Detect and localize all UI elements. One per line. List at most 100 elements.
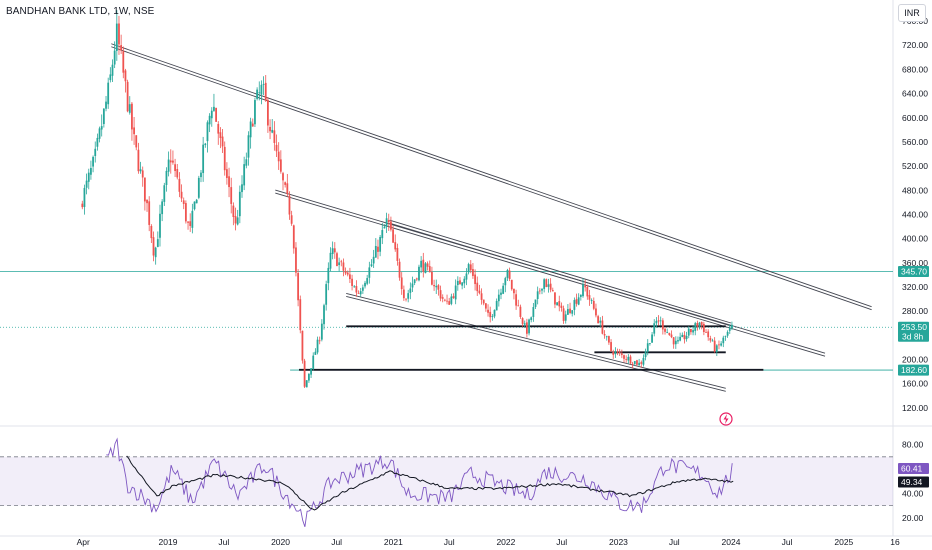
rsi-value-tag: 60.41 [898,463,929,475]
candle-body [299,299,302,331]
candle-body [551,290,554,292]
candle-body [169,160,172,163]
time-tick-label: Jul [444,537,455,547]
time-tick-label: Jul [782,537,793,547]
candle-body [584,285,587,288]
candle-body [331,248,334,255]
price-tick-label: 640.00 [902,89,928,99]
candle-body [469,264,472,271]
candle-body [478,290,481,294]
candle-body [284,182,287,185]
candle-body [355,286,358,293]
candle-body [657,320,660,322]
time-tick-label: Jul [669,537,680,547]
candle-body [109,74,112,81]
price-tag-label: 182.60 [901,365,927,375]
candle-body [528,319,530,334]
candle-body [206,122,209,142]
candle-body [118,23,120,45]
candle-body [711,340,714,342]
candle-body [167,159,170,172]
trend-line[interactable] [389,219,732,324]
candle-body [482,299,485,304]
candle-body [295,247,297,273]
candle-body [491,316,494,317]
candle-body [314,351,317,355]
candle-body [87,172,90,182]
candle-body [392,229,394,243]
candle-body [275,144,278,152]
price-tick-label: 400.00 [902,234,928,244]
candle-body [308,373,310,381]
candle-body [633,361,636,364]
candle-body [497,294,500,302]
candle-body [156,239,159,247]
candle-body [597,316,600,324]
lightning-icon-wrap[interactable] [719,412,733,426]
candle-body [372,256,375,264]
candle-body [215,107,217,122]
rsi-tick-label: 80.00 [902,440,924,450]
candle-body [122,51,125,73]
candle-body [368,267,371,278]
candle-body [724,335,727,337]
candle-body [502,285,505,294]
candle-body [113,50,116,65]
candle-body [441,297,444,299]
candle-body [210,110,213,119]
candle-body [508,270,511,279]
candle-body [154,247,157,258]
candle-body [702,323,705,332]
candle-body [256,89,259,99]
candle-body [426,263,429,267]
candle-body [124,70,127,82]
candle-body [489,311,492,318]
candle-body [646,343,649,352]
candle-body [685,335,688,340]
candle-body [251,123,254,127]
candle-body [228,176,230,188]
candle-body [538,290,541,292]
candle-body [504,278,507,286]
candle-body [582,284,584,297]
candle-body [174,164,176,172]
candle-body [620,353,623,355]
candle-body [318,340,321,342]
candle-body [547,284,550,287]
candle-body [292,225,295,249]
time-tick-label: 2019 [159,537,178,547]
candle-body [705,332,707,333]
candle-body [722,337,725,344]
candle-body [333,248,336,253]
candle-body [366,278,369,284]
candle-body [107,82,110,105]
currency-button[interactable]: INR [898,4,926,22]
lightning-icon[interactable] [719,412,733,426]
candle-body [396,247,399,261]
candle-body [383,226,386,229]
candle-body [217,123,220,134]
trend-line-edge [275,192,826,357]
candle-body [687,328,690,336]
candle-body [351,278,353,286]
candle-body [556,302,559,306]
candle-body [85,180,88,188]
time-tick-label: 2023 [609,537,628,547]
candle-body [575,299,578,304]
candle-body [135,135,138,148]
trend-line[interactable] [111,43,872,308]
candle-body [359,291,362,295]
candle-body [569,308,571,313]
candle-body [139,169,142,172]
candle-body [102,108,105,125]
candle-body [146,199,148,204]
candle-body [213,106,215,111]
candle-body [590,300,593,301]
candle-body [443,299,446,301]
candle-body [172,160,174,163]
trend-line[interactable] [346,292,726,389]
rsi-value-tag-label: 49.34 [901,477,923,487]
candle-body [120,45,123,51]
candle-body [189,221,192,226]
